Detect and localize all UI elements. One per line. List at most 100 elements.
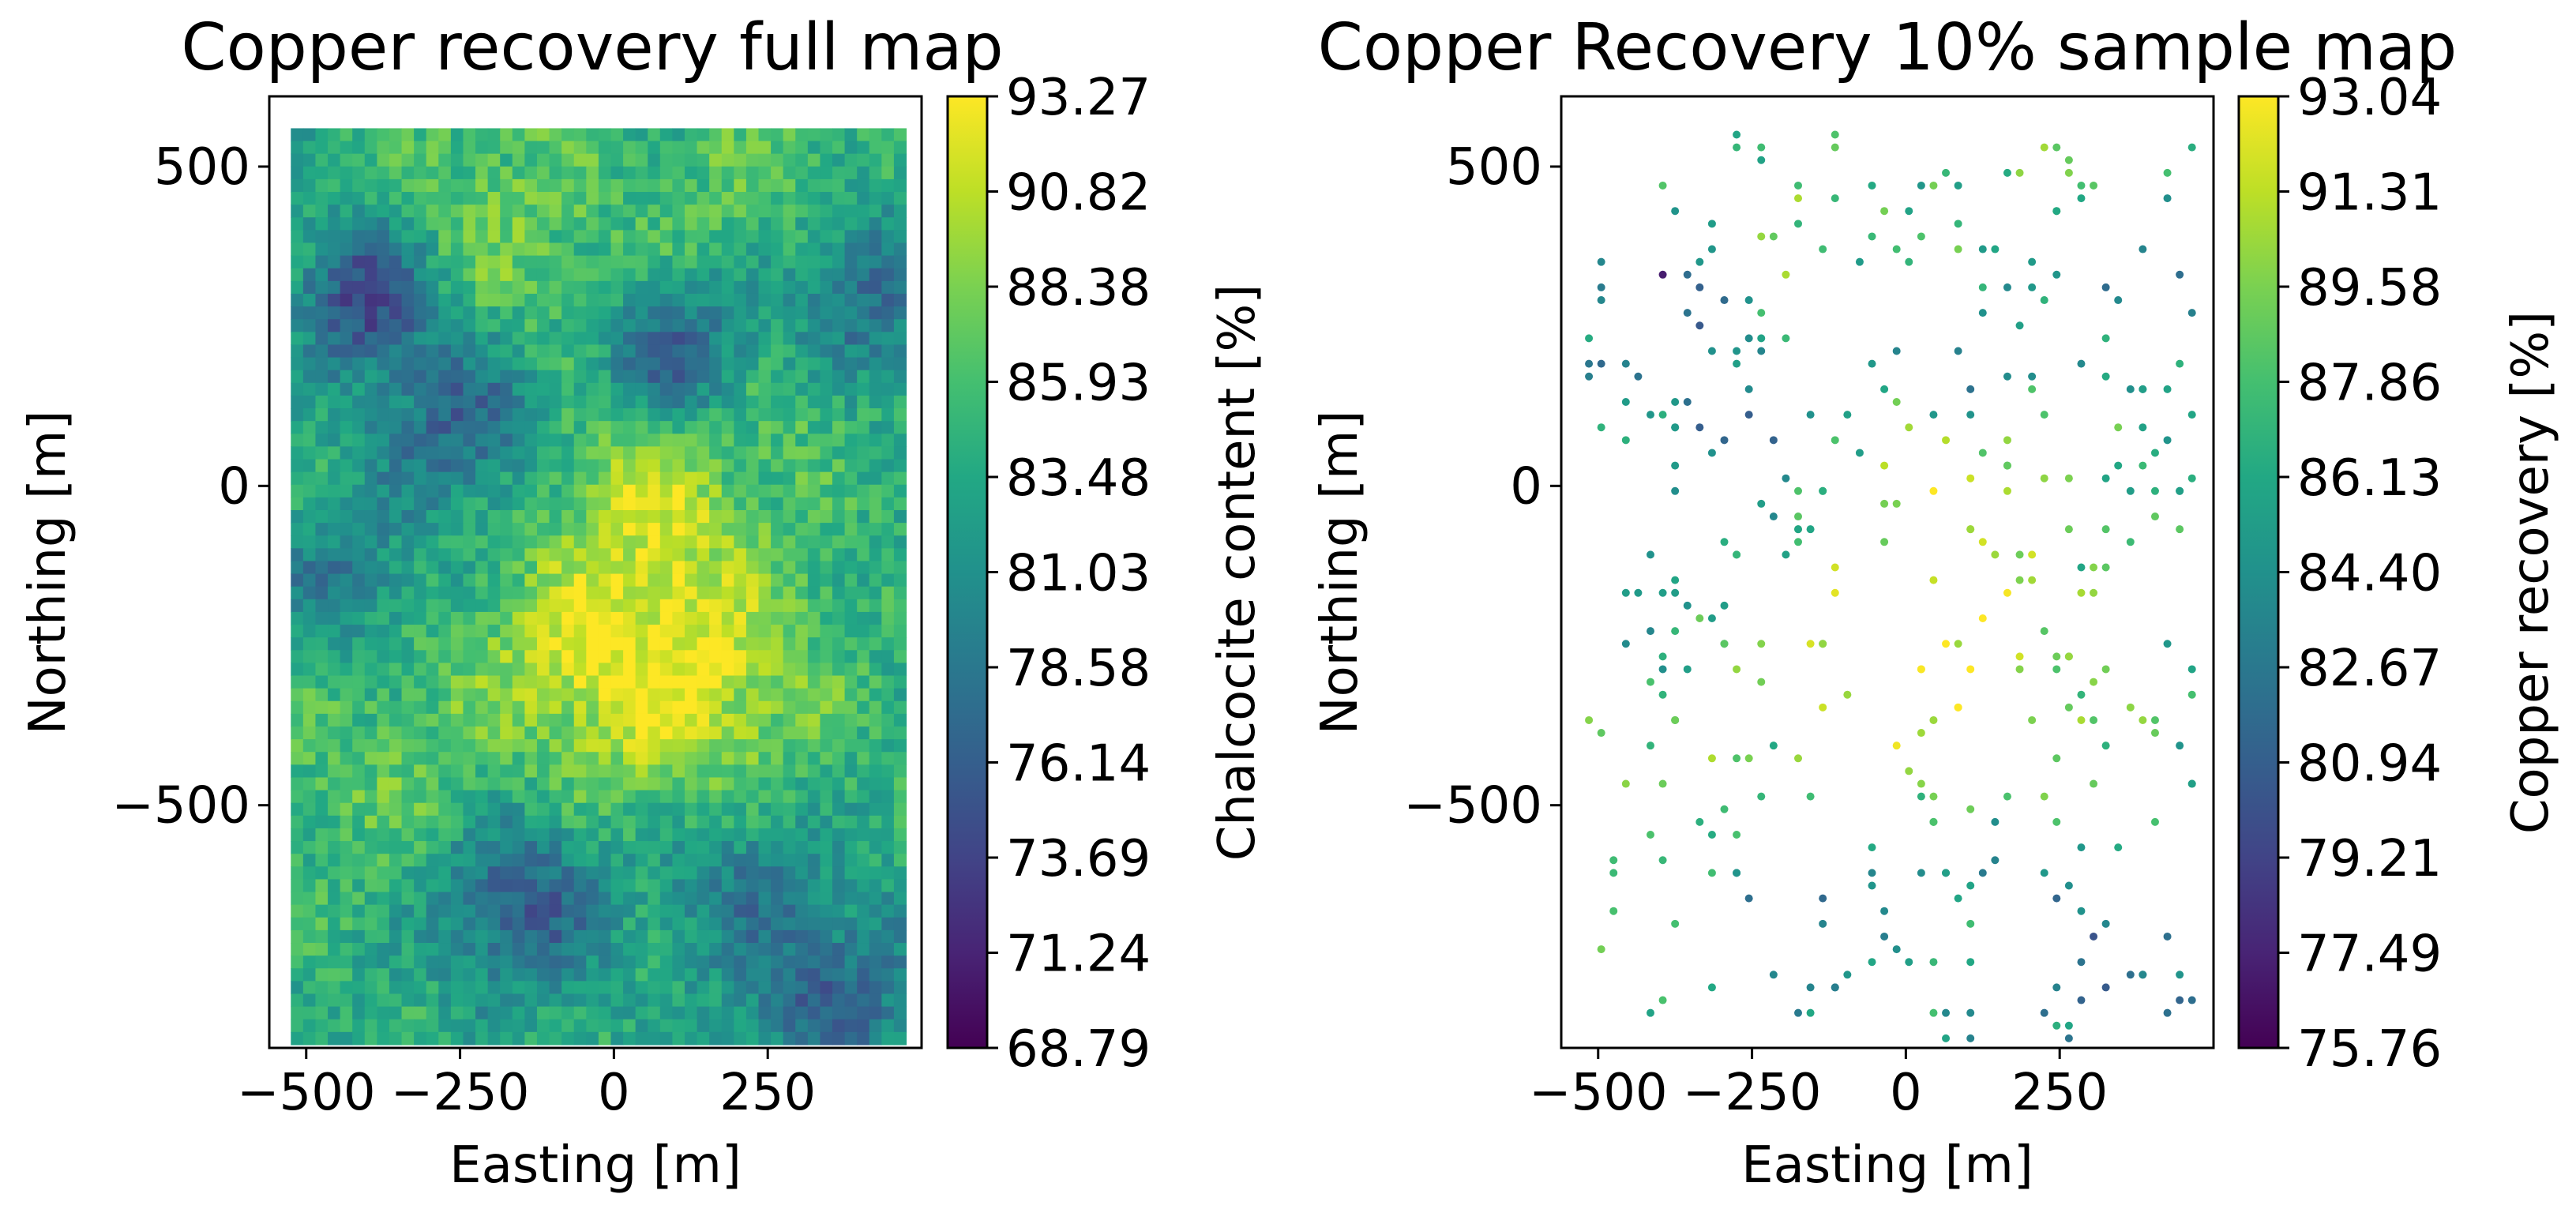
heatmap-cell	[697, 625, 710, 638]
heatmap-cell	[487, 268, 501, 282]
heatmap-cell	[820, 663, 833, 677]
heatmap-cell	[745, 561, 760, 575]
scatter-point	[2077, 843, 2086, 852]
heatmap-cell	[745, 382, 760, 396]
heatmap-cell	[561, 866, 575, 880]
heatmap-cell	[340, 917, 353, 931]
heatmap-cell	[377, 752, 390, 765]
heatmap-cell	[438, 611, 452, 625]
heatmap-cell	[352, 802, 366, 817]
heatmap-cell	[893, 192, 907, 205]
heatmap-cell	[672, 688, 685, 702]
heatmap-cell	[328, 178, 341, 193]
heatmap-cell	[536, 981, 550, 995]
heatmap-cell	[463, 1019, 476, 1033]
heatmap-cell	[795, 332, 809, 346]
heatmap-cell	[672, 293, 685, 307]
heatmap-cell	[450, 192, 464, 205]
heatmap-cell	[463, 153, 476, 167]
heatmap-cell	[536, 178, 550, 193]
heatmap-cell	[377, 943, 390, 956]
heatmap-cell	[648, 1031, 661, 1046]
heatmap-cell	[709, 904, 723, 918]
heatmap-cell	[820, 854, 833, 867]
scatter-point	[1769, 742, 1778, 750]
heatmap-cell	[807, 943, 821, 956]
heatmap-cell	[807, 509, 821, 524]
scatter-point	[1658, 181, 1667, 190]
heatmap-cell	[659, 777, 673, 791]
heatmap-cell	[438, 166, 452, 180]
heatmap-cell	[697, 1031, 710, 1046]
heatmap-cell	[377, 841, 390, 854]
scatter-point	[1868, 181, 1876, 190]
heatmap-cell	[315, 382, 329, 396]
heatmap-cell	[758, 370, 772, 384]
heatmap-cell	[512, 459, 525, 473]
heatmap-cell	[573, 611, 587, 625]
heatmap-cell	[697, 548, 710, 562]
heatmap-cell	[697, 713, 710, 727]
heatmap-cell	[549, 625, 562, 638]
heatmap-cell	[463, 700, 476, 715]
heatmap-cell	[844, 509, 858, 524]
heatmap-cell	[745, 700, 760, 715]
heatmap-cell	[302, 854, 317, 867]
heatmap-cell	[659, 178, 673, 193]
heatmap-cell	[426, 625, 439, 638]
heatmap-cell	[291, 230, 304, 244]
heatmap-cell	[340, 573, 353, 588]
heatmap-cell	[328, 141, 341, 155]
heatmap-cell	[635, 230, 648, 244]
heatmap-cell	[783, 153, 796, 167]
colorbar-tick-label: 76.14	[1006, 735, 1151, 794]
heatmap-cell	[573, 700, 587, 715]
heatmap-cell	[721, 790, 734, 804]
heatmap-cell	[475, 192, 489, 205]
heatmap-cell	[857, 141, 870, 155]
heatmap-cell	[352, 446, 366, 460]
heatmap-cell	[857, 1019, 870, 1033]
heatmap-cell	[734, 917, 747, 931]
heatmap-cell	[426, 586, 439, 600]
heatmap-cell	[771, 943, 784, 956]
y-tick-label: 0	[218, 457, 250, 516]
heatmap-cell	[648, 408, 661, 422]
heatmap-cell	[352, 217, 366, 231]
heatmap-cell	[475, 764, 489, 779]
heatmap-cell	[377, 242, 390, 257]
heatmap-cell	[869, 141, 882, 155]
heatmap-cell	[659, 625, 673, 638]
heatmap-cell	[709, 637, 723, 651]
heatmap-cell	[352, 166, 366, 180]
heatmap-cell	[881, 688, 895, 702]
heatmap-cell	[302, 408, 317, 422]
heatmap-cell	[340, 332, 353, 346]
heatmap-cell	[512, 357, 525, 371]
heatmap-cell	[377, 739, 390, 753]
heatmap-cell	[783, 573, 796, 588]
scatter-point	[1855, 449, 1864, 457]
heatmap-cell	[758, 319, 772, 332]
heatmap-cell	[450, 344, 464, 359]
heatmap-cell	[795, 205, 809, 218]
heatmap-cell	[610, 205, 624, 218]
scatter-point	[1954, 245, 1962, 253]
heatmap-cell	[315, 128, 329, 142]
heatmap-cell	[340, 153, 353, 167]
heatmap-cell	[302, 280, 317, 295]
heatmap-cell	[586, 242, 599, 257]
heatmap-cell	[598, 128, 612, 142]
heatmap-cell	[536, 904, 550, 918]
heatmap-cell	[734, 434, 747, 447]
scatter-point	[1794, 181, 1803, 190]
heatmap-cell	[291, 929, 304, 944]
heatmap-cell	[302, 459, 317, 473]
heatmap-cell	[807, 344, 821, 359]
heatmap-cell	[536, 993, 550, 1008]
heatmap-cell	[844, 1031, 858, 1046]
heatmap-cell	[524, 395, 538, 409]
heatmap-cell	[684, 319, 698, 332]
heatmap-cell	[795, 1006, 809, 1020]
